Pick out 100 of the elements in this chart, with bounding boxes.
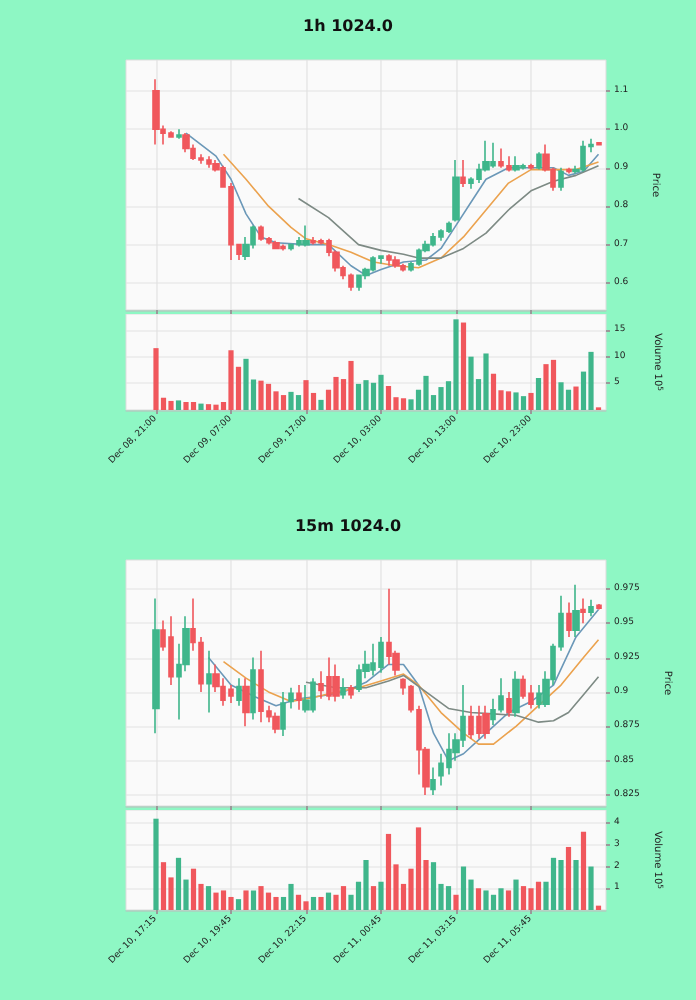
candlestick: [296, 684, 302, 711]
bar: [355, 383, 362, 410]
bar: [243, 358, 249, 410]
candlestick: [476, 704, 482, 740]
bar: [483, 353, 489, 410]
bar: [460, 322, 467, 410]
bar: [288, 391, 294, 410]
bar: [310, 896, 317, 910]
bar: [265, 892, 272, 910]
bar: [153, 818, 159, 910]
bar: [190, 402, 197, 410]
candlestick: [310, 236, 316, 246]
bar: [453, 319, 459, 410]
candlestick: [288, 243, 294, 252]
candlestick: [512, 670, 520, 718]
candlestick: [392, 255, 400, 269]
bar: [363, 380, 369, 410]
candlestick: [558, 166, 564, 192]
bar: [153, 348, 159, 410]
bar: [160, 862, 167, 910]
bar: [490, 373, 497, 410]
candlestick: [288, 687, 294, 710]
bar: [213, 404, 219, 410]
bar: [573, 860, 579, 910]
candlestick: [302, 684, 310, 714]
candlestick: [242, 677, 250, 728]
candlestick: [152, 78, 160, 146]
candlestick: [302, 224, 310, 248]
bar: [220, 890, 227, 910]
bar: [535, 378, 542, 410]
bar: [175, 857, 182, 910]
candlestick: [446, 220, 452, 234]
candlestick: [438, 228, 444, 242]
candlestick: [198, 153, 204, 165]
bar: [288, 883, 294, 910]
bar: [175, 400, 182, 410]
candlestick: [490, 141, 496, 169]
candlestick: [386, 253, 392, 267]
candlestick: [482, 704, 490, 740]
bar: [205, 404, 212, 410]
bar: [558, 382, 564, 410]
candlestick: [580, 139, 586, 173]
bar: [303, 901, 309, 910]
candlestick: [272, 239, 280, 250]
candlestick: [506, 155, 512, 173]
candlestick: [370, 643, 376, 677]
candlestick: [452, 159, 460, 223]
candlestick: [182, 132, 190, 154]
candlestick: [356, 274, 362, 292]
bar: [535, 881, 542, 910]
candlestick: [378, 255, 384, 265]
candlestick: [206, 649, 212, 714]
bar: [378, 374, 384, 410]
bar: [475, 888, 482, 910]
chart-title: 15m 1024.0: [294, 517, 402, 535]
bar: [460, 866, 467, 910]
bar: [513, 392, 519, 410]
candlestick: [348, 684, 354, 700]
bar: [183, 402, 189, 410]
bar: [550, 359, 557, 410]
candlestick: [498, 147, 504, 169]
bar: [258, 886, 264, 910]
candlestick: [596, 603, 602, 611]
bar: [385, 833, 392, 910]
bar: [190, 868, 197, 910]
bar: [198, 403, 204, 410]
candlestick: [430, 232, 436, 248]
candlestick: [168, 615, 174, 686]
bar: [228, 350, 234, 410]
candlestick: [506, 691, 512, 718]
candlestick: [528, 163, 534, 171]
bar: [205, 886, 212, 910]
bar: [333, 376, 339, 410]
candlestick: [310, 677, 316, 714]
candlestick: [580, 597, 586, 625]
bar: [573, 386, 579, 410]
bar: [453, 894, 459, 910]
candlestick: [206, 155, 212, 169]
bar: [295, 894, 302, 910]
bar: [385, 386, 392, 410]
bar: [483, 890, 489, 910]
bar: [318, 399, 324, 410]
bar: [430, 862, 437, 910]
bar: [550, 857, 557, 910]
candlestick: [340, 677, 346, 700]
bar: [415, 827, 422, 910]
bar: [528, 392, 534, 410]
candlestick: [566, 601, 572, 638]
candlestick: [512, 155, 520, 173]
bar: [243, 890, 249, 910]
candlestick: [280, 691, 286, 737]
candlestick: [228, 684, 234, 704]
bar: [520, 886, 527, 910]
bar: [333, 894, 339, 910]
candlestick: [250, 656, 256, 721]
bar: [273, 391, 279, 410]
bar: [378, 881, 384, 910]
bar: [558, 860, 564, 910]
chart-title: 1h 1024.0: [303, 17, 394, 35]
candlestick: [176, 128, 182, 140]
